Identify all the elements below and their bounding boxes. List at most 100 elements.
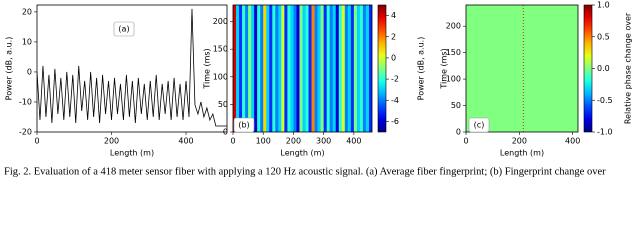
- heatmap-column: [353, 5, 358, 132]
- x-tick-label: 0: [463, 137, 468, 146]
- y-tick-label: 50: [218, 100, 228, 109]
- heatmap-column: [305, 5, 309, 132]
- heatmap-column: [299, 5, 303, 132]
- heatmap-field: [466, 5, 578, 132]
- heatmap-column: [269, 5, 273, 132]
- axes-frame: [36, 4, 228, 133]
- y-axis-label: Time (ms): [203, 48, 212, 89]
- y-tick-label: 0: [456, 128, 461, 137]
- panel-label: (a): [118, 25, 129, 34]
- heatmap-column: [239, 5, 243, 132]
- axes-frame: [465, 4, 579, 133]
- x-tick-label: 400: [346, 137, 361, 146]
- heatmap-column: [254, 5, 258, 132]
- y-tick-label: 10: [22, 37, 32, 46]
- y-tick-label: 150: [446, 48, 461, 57]
- plot-area: [37, 8, 227, 127]
- heatmap-column: [320, 5, 324, 132]
- x-tick-label: 100: [256, 137, 271, 146]
- x-axis-label: Length (m): [280, 149, 324, 158]
- colorbar-tick-label: -1.0: [597, 128, 613, 137]
- heatmap-column: [365, 5, 370, 132]
- colorbar-tick-label: 1.0: [597, 1, 610, 10]
- heatmap-column: [323, 5, 327, 132]
- heatmap-column: [287, 5, 291, 132]
- axes-frame: [232, 4, 373, 133]
- plot-area: [233, 5, 372, 132]
- panel-label-box: [113, 21, 135, 37]
- heatmap-column: [326, 5, 330, 132]
- colorbar-tick-label: -6: [391, 117, 399, 126]
- heatmap-column: [272, 5, 276, 132]
- colorbar-tick-label: 0.5: [597, 32, 610, 41]
- y-tick-label: -10: [19, 97, 32, 106]
- y-tick-label: 100: [446, 75, 461, 84]
- heatmap-column: [251, 5, 255, 132]
- colorbar: [583, 4, 593, 133]
- y-tick-label: 20: [22, 7, 32, 16]
- heatmap-column: [338, 5, 343, 132]
- y-tick-label: 0: [223, 128, 228, 137]
- colorbar-tick-label: 2: [391, 32, 396, 41]
- panel-label-box: [468, 117, 490, 133]
- heatmap-column: [233, 5, 237, 132]
- x-axis-label: Length (m): [110, 149, 154, 158]
- y-axis-label: Time (ms): [440, 48, 449, 89]
- x-tick-label: 0: [34, 137, 39, 146]
- heatmap-column: [347, 5, 352, 132]
- heatmap-column: [302, 5, 306, 132]
- y-tick-label: 50: [451, 101, 461, 110]
- heatmap-column: [257, 5, 261, 132]
- panel-label: (c): [474, 121, 485, 130]
- heatmap-column: [242, 5, 246, 132]
- colorbar-tick-label: -0.5: [597, 96, 613, 105]
- line: [37, 8, 227, 127]
- y-tick-label: -20: [19, 128, 32, 137]
- heatmap-column: [290, 5, 294, 132]
- colorbar-tick-label: 0.0: [597, 64, 610, 73]
- heatmap-column: [356, 5, 361, 132]
- heatmap-column: [281, 5, 285, 132]
- heatmap-column: [368, 5, 372, 132]
- heatmap-column: [278, 5, 282, 132]
- x-tick-label: 200: [286, 137, 301, 146]
- heatmap-column: [311, 5, 315, 132]
- heatmap-column: [344, 5, 349, 132]
- heatmap-column: [335, 5, 340, 132]
- x-tick-label: 200: [512, 137, 527, 146]
- y-tick-label: 100: [213, 72, 228, 81]
- panel-label-box: [233, 117, 255, 133]
- colorbar-tick-label: 4: [391, 11, 396, 20]
- colorbar: [377, 4, 387, 133]
- heatmap-column: [350, 5, 355, 132]
- heatmap-column: [293, 5, 297, 132]
- x-tick-label: 400: [178, 137, 193, 146]
- colorbar-tick-label: 0: [391, 53, 396, 62]
- x-tick-label: 400: [565, 137, 580, 146]
- panel-label: (b): [238, 121, 249, 130]
- heatmap-column: [296, 5, 300, 132]
- y-axis-label: Power (dB, a.u.): [5, 37, 14, 101]
- heatmap-column: [314, 5, 318, 132]
- y-tick-label: 200: [446, 22, 461, 31]
- colorbar-label: Relative phase change over: [624, 12, 633, 124]
- colorbar-label: Power (dB, a.u.): [417, 37, 426, 101]
- y-tick-label: 0: [27, 67, 32, 76]
- heatmap-column: [260, 5, 264, 132]
- heatmap-column: [248, 5, 252, 132]
- heatmap-column: [263, 5, 267, 132]
- plot-area: [466, 5, 578, 132]
- heatmap-column: [308, 5, 312, 132]
- x-tick-label: 300: [316, 137, 331, 146]
- heatmap-column: [329, 5, 334, 132]
- heatmap-column: [275, 5, 279, 132]
- heatmap-column: [359, 5, 364, 132]
- figure: Fig. 2. Evaluation of a 418 meter sensor…: [4, 1, 633, 178]
- heatmap-column: [332, 5, 337, 132]
- y-tick-label: 150: [213, 45, 228, 54]
- heatmap-column: [341, 5, 346, 132]
- heatmap-column: [245, 5, 249, 132]
- heatmap-column: [362, 5, 367, 132]
- heatmap-column: [284, 5, 288, 132]
- colorbar-tick-label: -2: [391, 75, 399, 84]
